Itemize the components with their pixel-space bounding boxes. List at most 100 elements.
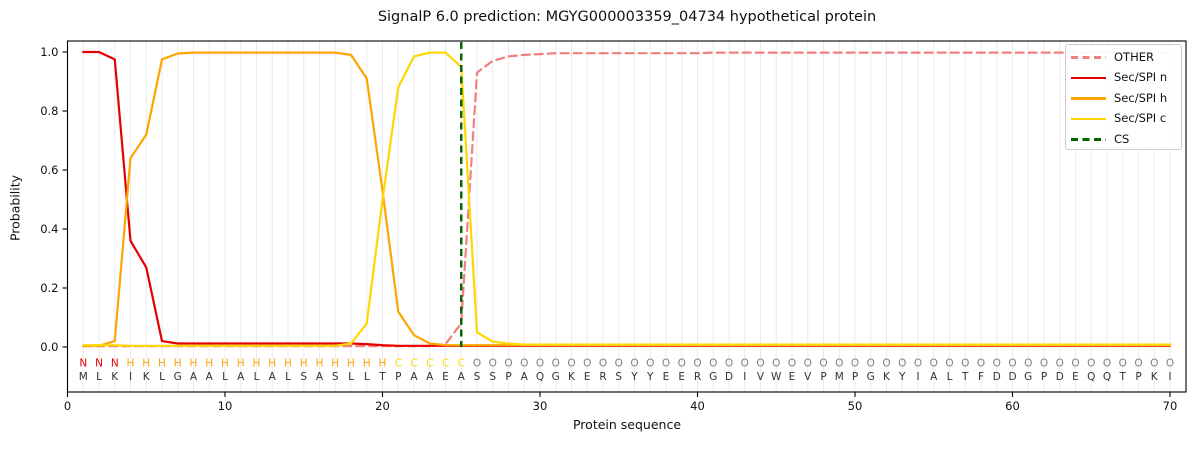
state-letter: O — [489, 358, 497, 370]
state-letter: O — [583, 358, 591, 370]
legend-item-other: OTHER — [1071, 47, 1181, 68]
curve-sec-spi-c — [82, 51, 1172, 347]
sequence-letter: V — [804, 371, 812, 383]
state-letter: C — [395, 358, 402, 370]
state-letter: O — [898, 358, 906, 370]
sequence-letter: M — [835, 371, 844, 383]
sequence-letter: P — [395, 371, 401, 383]
state-letter: O — [599, 358, 607, 370]
state-letter: O — [567, 358, 575, 370]
state-letter: O — [615, 358, 623, 370]
state-letter: O — [536, 358, 544, 370]
sequence-letter: D — [725, 371, 733, 383]
sequence-letter: T — [1119, 371, 1127, 383]
state-letter: O — [552, 358, 560, 370]
legend-line-sample — [1071, 97, 1106, 100]
sequence-letter: R — [694, 371, 701, 383]
state-letter: N — [79, 358, 87, 370]
legend-label: Sec/SPI h — [1114, 90, 1168, 105]
x-tick-label: 20 — [375, 399, 390, 413]
sequence-letter: T — [961, 371, 969, 383]
state-letter: O — [819, 358, 827, 370]
sequence-letter: A — [410, 371, 418, 383]
curve-other — [82, 51, 1172, 348]
sequence-letter: I — [129, 371, 132, 383]
state-letter: H — [284, 358, 292, 370]
state-letter: O — [741, 358, 749, 370]
sequence-letter: A — [316, 371, 324, 383]
probability-curves — [82, 50, 1172, 348]
state-letter: H — [127, 358, 135, 370]
state-letter: O — [1056, 358, 1064, 370]
state-letter: C — [442, 358, 449, 370]
gridlines — [82, 41, 1171, 392]
sequence-letter: E — [789, 371, 796, 383]
state-letter: O — [678, 358, 686, 370]
sequence-letter: P — [1041, 371, 1047, 383]
state-letter: O — [804, 358, 812, 370]
state-letter: O — [1087, 358, 1095, 370]
state-letter: O — [867, 358, 875, 370]
sequence-letter: Y — [630, 371, 638, 383]
x-axis-label: Protein sequence — [572, 417, 682, 432]
state-letter: H — [253, 358, 261, 370]
sequence-letter: A — [930, 371, 938, 383]
state-letter: O — [662, 358, 670, 370]
x-tick-label: 40 — [690, 399, 705, 413]
state-letter: O — [504, 358, 512, 370]
y-tick-label: 0.6 — [40, 163, 58, 177]
sequence-letter: Q — [536, 371, 544, 383]
sequence-letter: I — [916, 371, 919, 383]
state-letter: O — [788, 358, 796, 370]
state-letter: O — [1103, 358, 1111, 370]
state-letter: O — [1040, 358, 1048, 370]
state-letter: C — [410, 358, 417, 370]
state-letter: O — [882, 358, 890, 370]
sequence-letter: L — [947, 371, 953, 383]
state-letter: N — [111, 358, 119, 370]
state-letter: O — [1008, 358, 1016, 370]
state-letter: O — [693, 358, 701, 370]
state-letter: O — [630, 358, 638, 370]
state-letter: O — [772, 358, 780, 370]
sequence-letter: L — [348, 371, 354, 383]
sequence-letter: S — [474, 371, 481, 383]
y-tick-label: 0.2 — [40, 281, 58, 295]
sequence-letter: Q — [1103, 371, 1111, 383]
state-letter: H — [363, 358, 371, 370]
state-letter: H — [379, 358, 387, 370]
legend-line-sample — [1071, 117, 1106, 121]
sequence-letter: E — [663, 371, 670, 383]
sequence-letter: E — [442, 371, 449, 383]
legend-line-sample — [1071, 138, 1106, 141]
x-tick-label: 0 — [64, 399, 71, 413]
sequence-letter: A — [521, 371, 529, 383]
state-letter: C — [426, 358, 433, 370]
sequence-letter: K — [111, 371, 119, 383]
state-letter: H — [347, 358, 355, 370]
sequence-letter: K — [568, 371, 576, 383]
curve-sec-spi-n — [82, 50, 1172, 347]
state-letter: C — [458, 358, 465, 370]
sequence-letter: R — [599, 371, 606, 383]
sequence-letter: A — [458, 371, 466, 383]
legend-item-sec-spi-h: Sec/SPI h — [1071, 88, 1181, 109]
plot-border — [66, 40, 1187, 393]
sequence-letter: D — [1008, 371, 1016, 383]
x-axis-ticks: 0 10 20 30 40 50 60 70 — [64, 392, 1177, 413]
state-letter: H — [190, 358, 198, 370]
sequence-letter: L — [96, 371, 102, 383]
state-letter: N — [95, 358, 103, 370]
sequence-letter: L — [222, 371, 228, 383]
state-letter: O — [945, 358, 953, 370]
x-tick-label: 50 — [848, 399, 863, 413]
sequence-letter: K — [143, 371, 151, 383]
sequence-letter: A — [237, 371, 245, 383]
state-letter: H — [142, 358, 150, 370]
sequence-letter: D — [993, 371, 1001, 383]
sequence-letter: S — [489, 371, 496, 383]
y-tick-label: 1.0 — [40, 45, 58, 59]
y-axis-ticks: 0.0 0.2 0.4 0.6 0.8 1.0 — [40, 45, 68, 354]
state-letter: O — [1071, 358, 1079, 370]
